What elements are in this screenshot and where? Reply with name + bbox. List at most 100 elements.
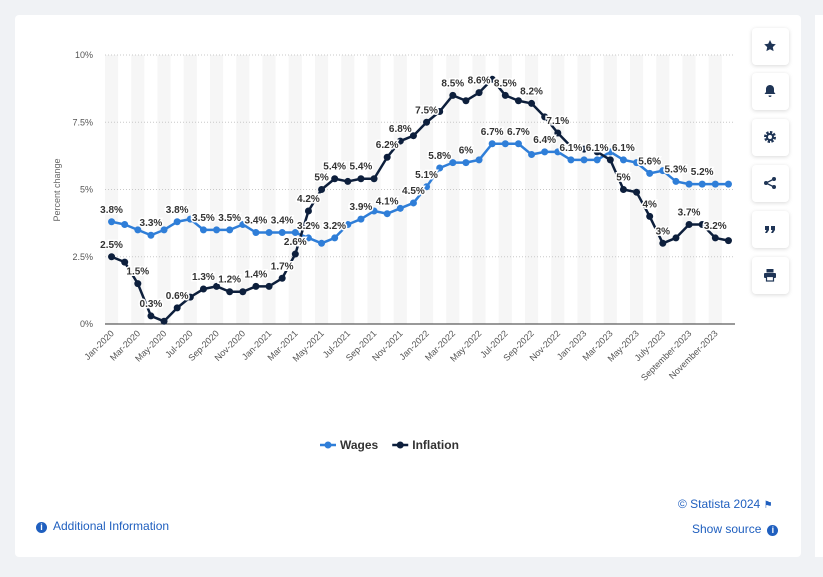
data-point [423,118,431,126]
data-point [633,159,641,167]
column-band [551,55,565,324]
data-label: 5.4% [323,162,346,173]
data-point [291,229,299,237]
data-point [606,148,614,156]
data-label: 0.3% [140,299,163,310]
data-point [108,218,116,226]
data-label: 1.4% [245,269,268,280]
data-label: 7.1% [546,116,569,127]
data-point [357,175,365,183]
data-label: 1.3% [192,272,215,283]
data-point [121,258,129,266]
data-label: 6% [459,146,474,157]
data-label: 3.2% [323,221,346,232]
data-label: 7.5% [415,105,438,116]
data-label: 6.1% [560,143,583,154]
data-point [514,97,522,105]
data-point [134,280,142,288]
legend-label: Inflation [412,438,459,452]
data-point [383,153,391,161]
data-label: 6.4% [533,135,556,146]
data-label: 6.7% [481,127,504,138]
data-label: 3.2% [297,221,320,232]
data-point [593,156,601,164]
data-point [685,180,693,188]
legend-marker [396,441,404,449]
data-point [580,145,588,153]
data-point [449,91,457,99]
data-label: 5.2% [691,167,714,178]
data-point [462,97,470,105]
settings-button[interactable] [752,119,789,156]
copyright[interactable]: © Statista 2024 ⚑ [678,497,773,511]
data-label: 4.2% [297,194,320,205]
cite-button[interactable] [752,211,789,248]
data-point [108,253,116,261]
data-point [409,132,417,140]
data-label: 1.7% [271,261,294,272]
data-point [121,220,129,228]
data-point [554,148,562,156]
additional-info-link[interactable]: i Additional Information [36,519,169,533]
data-point [134,226,142,234]
show-source-text[interactable]: Show source [692,522,762,536]
data-point [685,220,693,228]
data-point [619,186,627,193]
legend-item[interactable]: Inflation [392,438,459,452]
data-point [593,148,601,156]
data-label: 1.2% [218,275,241,286]
data-point [409,199,417,207]
alert-button[interactable] [752,73,789,110]
y-tick-label: 5% [80,185,93,195]
data-label: 3.3% [140,218,163,229]
legend-item[interactable]: Wages [320,438,379,452]
data-point [633,188,641,196]
data-label: 5.4% [350,162,373,173]
share-button[interactable] [752,165,789,202]
data-point [541,148,549,156]
show-source-link[interactable]: Show source i [692,522,779,536]
column-band [472,55,486,324]
data-point [698,180,706,188]
data-point [659,239,667,247]
data-label: 6.2% [376,140,399,151]
data-label: 6.7% [507,127,530,138]
data-label: 3.4% [245,216,268,227]
data-point [580,156,588,164]
column-band [341,55,355,324]
favorite-button[interactable] [752,28,789,65]
data-label: 5% [314,173,329,184]
data-label: 4.1% [376,197,399,208]
data-point [488,75,496,83]
data-point [147,312,155,320]
card [15,15,801,557]
data-point [265,229,273,237]
column-band [708,55,722,324]
data-label: 4% [642,199,657,210]
data-label: 3.5% [192,213,215,224]
data-point [436,107,444,115]
column-band [393,55,407,324]
data-point [173,218,181,226]
y-tick-label: 10% [75,50,93,60]
data-point [567,142,575,150]
data-point [554,129,562,137]
data-label: 1.5% [126,267,149,278]
data-point [528,99,536,107]
data-point [619,156,627,164]
print-button[interactable] [752,257,789,294]
x-tick-label: November-2023 [667,328,720,381]
copyright-text[interactable]: © Statista 2024 [678,497,761,511]
data-point [436,164,444,172]
additional-info-text[interactable]: Additional Information [53,519,170,533]
column-band [288,55,302,324]
data-label: 8.5% [441,78,464,89]
data-label: 3.8% [100,205,123,216]
data-label: 3.5% [218,213,241,224]
data-label: 5.6% [638,156,661,167]
series-group [108,75,732,325]
data-point [278,229,286,237]
data-label: 3% [656,226,671,237]
data-label: 6.1% [612,143,635,154]
